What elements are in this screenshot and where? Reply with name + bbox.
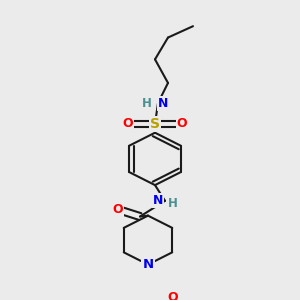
Text: N: N bbox=[153, 194, 163, 207]
Text: O: O bbox=[177, 118, 187, 130]
Text: H: H bbox=[168, 197, 178, 210]
Text: H: H bbox=[142, 97, 152, 110]
Text: N: N bbox=[142, 258, 154, 271]
Text: O: O bbox=[113, 203, 123, 216]
Text: O: O bbox=[168, 291, 178, 300]
Text: S: S bbox=[150, 117, 160, 131]
Text: O: O bbox=[123, 118, 133, 130]
Text: N: N bbox=[158, 97, 168, 110]
